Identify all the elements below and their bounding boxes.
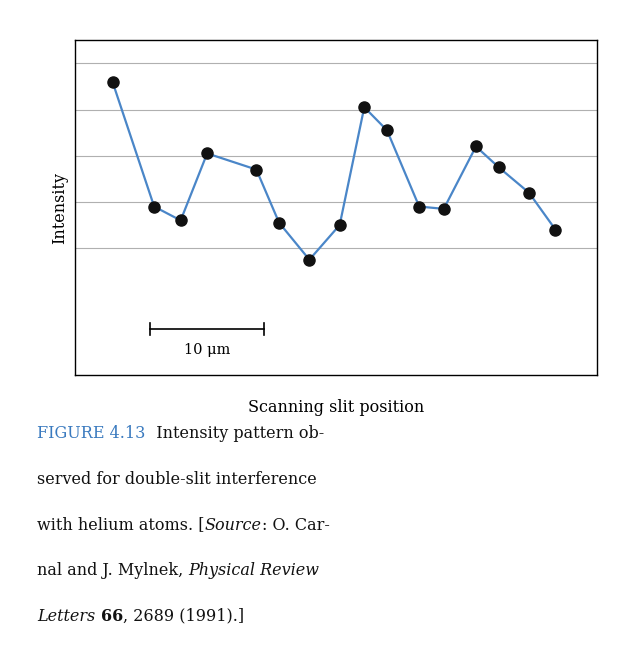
Text: 66: 66 [101, 608, 123, 624]
Text: Intensity pattern ob-: Intensity pattern ob- [146, 425, 324, 442]
Text: nal and J. Mylnek,: nal and J. Mylnek, [37, 562, 188, 579]
Text: FIGURE 4.13: FIGURE 4.13 [37, 425, 146, 442]
Text: , 2689 (1991).]: , 2689 (1991).] [123, 608, 244, 624]
Text: 10 μm: 10 μm [184, 343, 230, 357]
Point [550, 224, 560, 235]
Point [471, 141, 481, 152]
Point [360, 102, 369, 113]
Point [414, 201, 424, 212]
Point [382, 125, 392, 135]
Point [524, 188, 534, 198]
Point [494, 162, 504, 173]
Point [335, 220, 345, 230]
Text: : O. Car-: : O. Car- [262, 517, 330, 533]
Text: Source: Source [205, 517, 262, 533]
Point [175, 215, 185, 226]
Point [202, 148, 212, 159]
Point [304, 255, 314, 265]
Y-axis label: Intensity: Intensity [51, 172, 68, 244]
Point [439, 204, 448, 214]
Text: with helium atoms. [: with helium atoms. [ [37, 517, 205, 533]
Point [108, 76, 118, 87]
Text: Physical Review: Physical Review [188, 562, 320, 579]
Point [149, 201, 159, 212]
Text: served for double-slit interference: served for double-slit interference [37, 471, 317, 488]
Text: Letters: Letters [37, 608, 96, 624]
Point [251, 164, 261, 175]
Text: Scanning slit position: Scanning slit position [248, 399, 424, 415]
Point [274, 217, 284, 228]
